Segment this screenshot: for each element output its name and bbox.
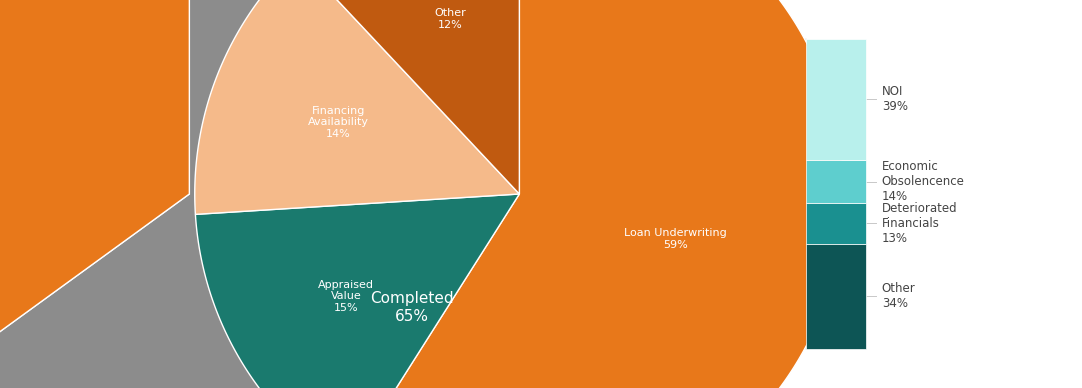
Text: Financing
Availability
14%: Financing Availability 14% xyxy=(307,106,369,139)
Bar xyxy=(806,244,866,349)
Text: Other
34%: Other 34% xyxy=(882,282,915,310)
Polygon shape xyxy=(195,0,519,215)
Text: Economic
Obsolencence
14%: Economic Obsolencence 14% xyxy=(882,160,965,203)
Text: Appraised
Value
15%: Appraised Value 15% xyxy=(318,280,374,313)
Text: NOI
39%: NOI 39% xyxy=(882,85,908,113)
Polygon shape xyxy=(345,0,844,388)
Polygon shape xyxy=(196,194,519,388)
Polygon shape xyxy=(0,0,189,388)
Polygon shape xyxy=(345,0,806,388)
Bar xyxy=(806,160,866,203)
Text: Deteriorated
Financials
13%: Deteriorated Financials 13% xyxy=(882,202,958,245)
Bar xyxy=(806,203,866,244)
Text: Completed
65%: Completed 65% xyxy=(370,291,453,324)
Polygon shape xyxy=(298,0,519,194)
Text: Loan Underwriting
59%: Loan Underwriting 59% xyxy=(624,229,727,250)
Text: Other
12%: Other 12% xyxy=(434,8,466,30)
Polygon shape xyxy=(0,0,644,388)
Bar xyxy=(806,39,866,160)
Polygon shape xyxy=(0,0,519,388)
